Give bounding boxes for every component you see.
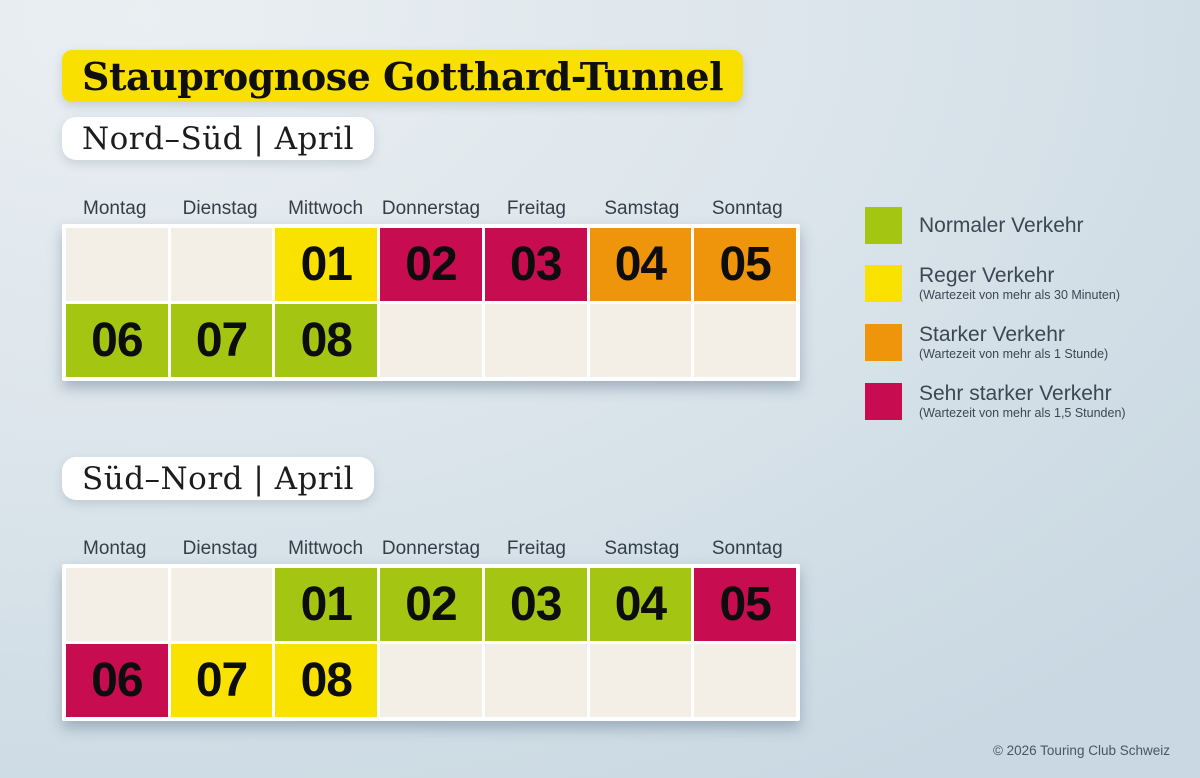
legend-label: Starker Verkehr: [919, 323, 1065, 346]
calendar-cell-empty: [484, 644, 587, 717]
legend-label: Normaler Verkehr: [919, 213, 1084, 237]
page-title: Stauprognose Gotthard-Tunnel: [62, 50, 744, 102]
legend-item: Normaler Verkehr: [865, 207, 1195, 244]
calendar-cell-empty: [170, 568, 273, 641]
calendar-cell-day-03: 03: [484, 568, 587, 641]
calendar-grid: 01 02 03 04 05 06 07 08: [62, 224, 800, 381]
calendar-cell-day-05: 05: [694, 228, 796, 301]
section-heading-text: Nord–Süd | April: [82, 121, 355, 157]
legend-text: Normaler Verkehr: [919, 214, 1084, 238]
day-label: Samstag: [604, 198, 680, 219]
legend-text: Sehr starker Verkehr (Wartezeit von mehr…: [919, 382, 1126, 421]
legend-sublabel: (Wartezeit von mehr als 1 Stunde): [919, 347, 1109, 361]
day-header-row: Montag Dienstag Mittwoch Donnerstag Freitag S…: [62, 198, 800, 220]
calendar-cell-empty: [484, 304, 587, 377]
day-label: Freitag: [506, 198, 566, 219]
calendar-cell-day-04: 04: [589, 568, 692, 641]
calendar-cell-day-06: 06: [66, 644, 168, 717]
legend-label: Sehr starker Verkehr: [919, 382, 1112, 405]
calendar-cell-empty: [589, 304, 692, 377]
day-label: Sonntag: [711, 198, 783, 219]
legend-label: Reger Verkehr: [919, 264, 1055, 287]
calendar-cell-empty: [694, 304, 796, 377]
calendar-cell-day-01: 01: [275, 568, 378, 641]
legend-text: Starker Verkehr (Wartezeit von mehr als …: [919, 323, 1108, 362]
calendar-cell-day-05: 05: [694, 568, 796, 641]
calendar-cell-day-03: 03: [484, 228, 587, 301]
section-heading: Süd–Nord | April: [62, 457, 375, 500]
day-label: Montag: [83, 538, 147, 559]
legend-item: Starker Verkehr (Wartezeit von mehr als …: [865, 323, 1195, 362]
calendar-cell-day-04: 04: [589, 228, 692, 301]
calendar-cell-day-08: 08: [275, 644, 378, 717]
calendar-cell-empty: [380, 304, 482, 377]
calendar-cell-day-06: 06: [66, 304, 168, 377]
legend-item: Sehr starker Verkehr (Wartezeit von mehr…: [865, 382, 1195, 421]
day-label: Montag: [83, 198, 147, 219]
section-heading: Nord–Süd | April: [62, 117, 375, 160]
legend-color-swatch: [865, 383, 902, 420]
day-label: Donnerstag: [381, 538, 481, 559]
day-label: Donnerstag: [381, 198, 481, 219]
day-label: Dienstag: [182, 198, 258, 219]
copyright-notice: © 2026 Touring Club Schweiz: [992, 743, 1170, 758]
calendar-cell-empty: [170, 228, 273, 301]
legend-color-swatch: [865, 265, 902, 302]
legend-sublabel: (Wartezeit von mehr als 1,5 Stunden): [919, 406, 1126, 420]
legend-item: Reger Verkehr (Wartezeit von mehr als 30…: [865, 264, 1195, 303]
calendar-cell-day-08: 08: [275, 304, 378, 377]
day-label: Mittwoch: [288, 198, 364, 219]
legend-color-swatch: [865, 324, 902, 361]
calendar-cell-day-07: 07: [170, 304, 273, 377]
infographic-content: Stauprognose Gotthard-Tunnel Nord–Süd | …: [62, 0, 800, 721]
day-label: Freitag: [506, 538, 566, 559]
day-label: Samstag: [604, 538, 680, 559]
calendar-cell-day-01: 01: [275, 228, 378, 301]
calendar-cell-empty: [380, 644, 482, 717]
day-header-row: Montag Dienstag Mittwoch Donnerstag Freitag S…: [62, 538, 800, 560]
sections-container: Nord–Süd | April Montag Dienstag Mittwoch D…: [62, 102, 800, 721]
day-label: Mittwoch: [288, 538, 364, 559]
day-label: Sonntag: [711, 538, 783, 559]
legend-text: Reger Verkehr (Wartezeit von mehr als 30…: [919, 264, 1120, 303]
legend-sublabel: (Wartezeit von mehr als 30 Minuten): [919, 288, 1121, 302]
page-title-text: Stauprognose Gotthard-Tunnel: [82, 54, 724, 99]
calendar-cell-empty: [589, 644, 692, 717]
calendar-cell-empty: [66, 568, 168, 641]
traffic-legend: Normaler Verkehr Reger Verkehr (Wartezei…: [865, 207, 1195, 441]
legend-color-swatch: [865, 207, 902, 244]
direction-section: Süd–Nord | April Montag Dienstag Mittwoch D…: [62, 457, 800, 721]
calendar-cell-day-02: 02: [380, 568, 482, 641]
calendar-cell-empty: [694, 644, 796, 717]
section-heading-text: Süd–Nord | April: [82, 461, 355, 497]
direction-section: Nord–Süd | April Montag Dienstag Mittwoch D…: [62, 102, 800, 381]
day-label: Dienstag: [182, 538, 258, 559]
calendar-cell-day-02: 02: [380, 228, 482, 301]
calendar-grid: 01 02 03 04 05 06 07 08: [62, 564, 800, 721]
calendar-cell-empty: [66, 228, 168, 301]
calendar-cell-day-07: 07: [170, 644, 273, 717]
